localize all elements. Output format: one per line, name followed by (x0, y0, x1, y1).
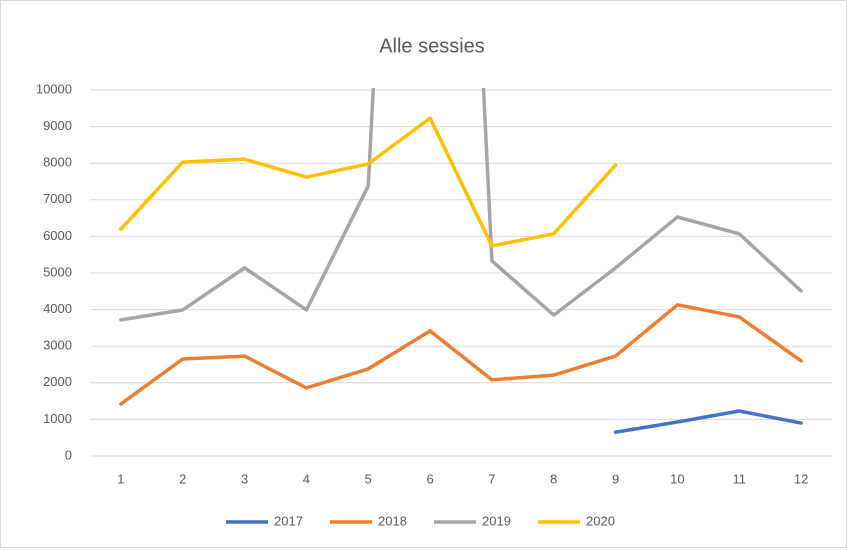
y-tick-label: 6000 (43, 228, 72, 243)
y-tick-label: 4000 (43, 301, 72, 316)
line-series (119, 116, 618, 248)
line-series (119, 88, 803, 322)
x-tick-label: 8 (550, 471, 557, 486)
x-tick-label: 9 (612, 471, 619, 486)
x-tick-label: 6 (426, 471, 433, 486)
line-series (613, 409, 803, 434)
x-tick-label: 10 (670, 471, 684, 486)
y-tick-label: 1000 (43, 411, 72, 426)
y-tick-label: 5000 (43, 264, 72, 279)
line-series (119, 303, 803, 406)
x-tick-label: 7 (488, 471, 495, 486)
x-tick-label: 2 (179, 471, 186, 486)
x-tick-label: 5 (365, 471, 372, 486)
x-tick-label: 11 (733, 471, 747, 486)
y-tick-label: 10000 (36, 81, 72, 96)
x-tick-label: 3 (241, 471, 248, 486)
chart-title: Alle sessies (379, 35, 485, 57)
y-tick-label: 9000 (43, 118, 72, 133)
y-tick-label: 2000 (43, 374, 72, 389)
legend-label: 2020 (586, 513, 615, 528)
y-tick-label: 3000 (43, 338, 72, 353)
legend-label: 2018 (378, 513, 407, 528)
x-tick-label: 1 (117, 471, 124, 486)
legend-label: 2017 (274, 513, 303, 528)
x-tick-label: 4 (303, 471, 310, 486)
y-tick-label: 8000 (43, 155, 72, 170)
plot-area (119, 88, 803, 434)
x-tick-label: 12 (794, 471, 808, 486)
y-tick-label: 7000 (43, 191, 72, 206)
y-tick-label: 0 (65, 447, 72, 462)
legend-label: 2019 (482, 513, 511, 528)
